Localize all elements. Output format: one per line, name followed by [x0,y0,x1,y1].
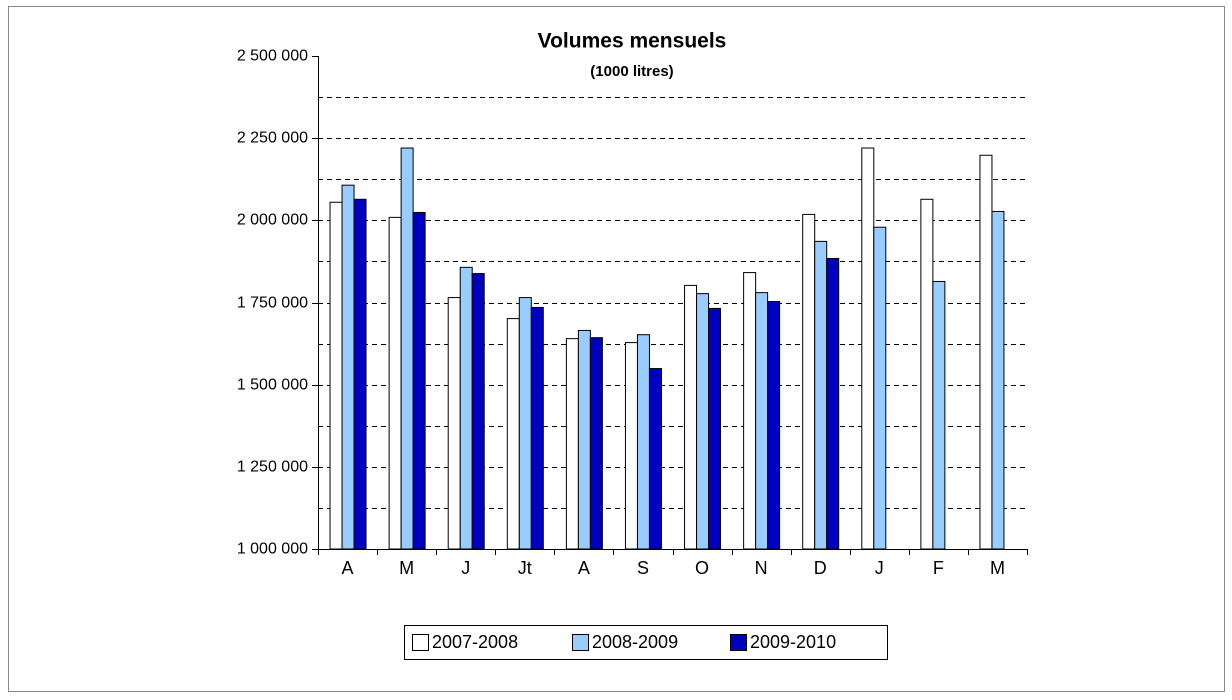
x-tick-label: O [695,558,709,578]
bar [518,297,532,550]
x-tick-label: J [461,558,470,578]
bar [636,334,650,550]
bar [565,338,579,550]
x-tick-label: J [875,558,884,578]
x-tick-label: S [637,558,649,578]
bar [743,272,757,550]
bar [861,147,875,550]
bar [341,184,355,550]
bar [471,273,485,550]
y-tick-label: 2 250 000 [237,130,308,147]
legend-swatch [730,634,747,651]
y-tick-label: 2 000 000 [237,212,308,229]
bar [932,280,946,550]
bar [873,226,887,550]
bar [920,198,934,550]
y-tick-label: 1 750 000 [237,295,308,312]
bar [755,292,769,550]
bar [412,211,426,550]
y-tick-label: 1 250 000 [237,459,308,476]
y-tick-label: 1 500 000 [237,377,308,394]
bar [802,213,816,550]
bar [826,257,840,550]
chart-title: Volumes mensuels [538,30,727,53]
x-tick-label: A [578,558,590,578]
bar [696,293,710,550]
bar [530,306,544,550]
bar [388,216,402,550]
legend-label: 2008-2009 [592,632,678,652]
y-tick-label: 1 000 000 [237,541,308,558]
x-tick-label: D [814,558,827,578]
bar [506,318,520,550]
bar [684,284,698,550]
y-tick-label: 2 500 000 [237,48,308,65]
x-tick-label: F [933,558,944,578]
bar [353,198,367,550]
legend-swatch [412,634,429,651]
x-tick-label: N [755,558,768,578]
bar [400,147,414,550]
legend-swatch [572,634,589,651]
bar [447,297,461,550]
chart-frame [8,6,1225,692]
bar [624,342,638,550]
bar [648,368,662,550]
bar [329,201,343,550]
bar [577,329,591,550]
bar [991,210,1005,550]
bar [767,301,781,550]
x-tick-label: M [990,558,1005,578]
bar [979,154,993,550]
x-tick-label: Jt [518,558,532,578]
legend-label: 2009-2010 [750,632,836,652]
bar [589,337,603,550]
legend-label: 2007-2008 [432,632,518,652]
bar [708,307,722,550]
x-tick-label: A [342,558,354,578]
chart-subtitle: (1000 litres) [590,63,673,80]
legend-box [404,625,888,660]
bar [459,266,473,550]
bar [814,240,828,550]
x-tick-label: M [399,558,414,578]
